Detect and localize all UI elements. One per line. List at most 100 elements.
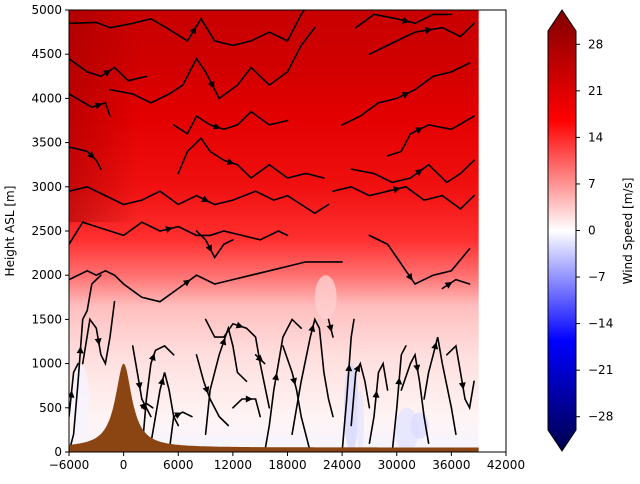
streamline-arrow bbox=[103, 69, 112, 77]
streamline bbox=[69, 10, 306, 47]
field-patches bbox=[70, 275, 429, 452]
streamline-arrow bbox=[76, 346, 84, 354]
y-tick-label: 3500 bbox=[31, 136, 62, 150]
streamline bbox=[263, 318, 302, 452]
streamline-arrow bbox=[182, 279, 191, 287]
streamline-arrow bbox=[393, 186, 401, 194]
streamline-arrow bbox=[272, 372, 280, 381]
streamline bbox=[195, 354, 230, 427]
y-tick-label: 5000 bbox=[31, 3, 62, 17]
streamline-arrow bbox=[345, 364, 353, 372]
streamline bbox=[172, 110, 289, 135]
streamline-arrow bbox=[94, 337, 102, 346]
streamline-arrow bbox=[415, 168, 423, 176]
streamline-arrow bbox=[219, 337, 227, 346]
y-tick-label: 1000 bbox=[31, 357, 62, 371]
y-axis-label: Height ASL [m] bbox=[3, 186, 17, 277]
streamline-arrow bbox=[255, 354, 264, 362]
streamline bbox=[291, 317, 334, 436]
streamline bbox=[69, 362, 79, 418]
y-tick-label: 0 bbox=[54, 445, 62, 459]
x-tick-label: 12000 bbox=[214, 458, 252, 472]
plot-area bbox=[69, 10, 479, 452]
streamline-arrow bbox=[353, 364, 360, 373]
streamline-arrow bbox=[413, 364, 421, 372]
streamline-arrow bbox=[174, 412, 182, 419]
streamline bbox=[204, 325, 248, 436]
streamline bbox=[350, 361, 371, 427]
streamline bbox=[69, 221, 289, 246]
streamline bbox=[69, 274, 102, 452]
colorbar-tick-label: 0 bbox=[588, 224, 596, 238]
streamline-arrow bbox=[395, 377, 403, 385]
streamline-arrows bbox=[69, 16, 466, 419]
streamline-arrow bbox=[402, 16, 410, 24]
colorbar-label: Wind Speed [m/s] bbox=[621, 178, 635, 285]
streamline-arrow bbox=[372, 390, 380, 398]
streamline-arrow bbox=[158, 377, 165, 386]
streamline-arrow bbox=[148, 353, 156, 361]
streamline-arrow bbox=[308, 324, 316, 332]
colorbar-tick-label: −14 bbox=[588, 317, 613, 331]
field-patch bbox=[356, 390, 364, 452]
streamline-arrow bbox=[405, 272, 413, 281]
streamline-arrow bbox=[290, 377, 297, 386]
streamline-arrow bbox=[444, 281, 453, 289]
streamline-arrow bbox=[235, 321, 244, 329]
streamline-arrow bbox=[226, 158, 235, 165]
terrain-mountain bbox=[69, 363, 479, 452]
streamline-arrow bbox=[201, 195, 210, 202]
streamline bbox=[423, 336, 457, 436]
colorbar-tick-label: −7 bbox=[588, 270, 606, 284]
x-tick-label: 18000 bbox=[268, 458, 306, 472]
streamline-arrow bbox=[189, 26, 197, 35]
y-tick-label: 4000 bbox=[31, 91, 62, 105]
streamline-arrow bbox=[202, 386, 210, 394]
streamline-arrow bbox=[212, 122, 221, 130]
y-tick-label: 1500 bbox=[31, 312, 62, 326]
colorbar-tick-label: −28 bbox=[588, 410, 613, 424]
y-tick-label: 2000 bbox=[31, 268, 62, 282]
colorbar: −28 −21 −14 −7 0 7 14 21 28 Wind Speed [m/s] bbox=[547, 9, 635, 452]
y-tick-label: 2500 bbox=[31, 224, 62, 238]
streamline bbox=[332, 185, 475, 210]
streamline-arrow bbox=[94, 102, 103, 110]
streamline bbox=[81, 300, 116, 367]
streamline-arrow bbox=[207, 80, 215, 89]
colorbar-tick-label: 14 bbox=[588, 130, 603, 144]
upper-left-shading bbox=[69, 10, 139, 223]
colorbar-tick-label: 21 bbox=[588, 84, 603, 98]
x-tick-label: −6000 bbox=[49, 458, 90, 472]
x-axis-ticks: −6000 0 6000 12000 18000 24000 30000 36000 42000 bbox=[49, 452, 525, 472]
streamline-arrow bbox=[135, 382, 143, 390]
streamline bbox=[368, 361, 389, 444]
streamline-arrow bbox=[415, 127, 424, 134]
colorbar-tick-label: 7 bbox=[588, 177, 596, 191]
streamline bbox=[177, 136, 325, 180]
streamline bbox=[282, 345, 312, 452]
streamline-arrow bbox=[425, 26, 433, 34]
streamline-arrow bbox=[139, 402, 147, 411]
y-tick-label: 500 bbox=[39, 401, 62, 415]
streamline-arrow bbox=[165, 226, 173, 233]
field-patch bbox=[314, 275, 337, 320]
y-tick-label: 4500 bbox=[31, 47, 62, 61]
colorbar-tick-label: −21 bbox=[588, 363, 613, 377]
streamline-arrow bbox=[458, 382, 466, 390]
streamline-arrow bbox=[245, 395, 253, 403]
x-tick-label: 6000 bbox=[163, 458, 194, 472]
streamline-arrow bbox=[326, 324, 334, 333]
colorbar-body bbox=[547, 9, 577, 452]
x-tick-label: 36000 bbox=[432, 458, 470, 472]
x-tick-label: 42000 bbox=[487, 458, 525, 472]
colorbar-tick-label: 28 bbox=[588, 37, 603, 51]
y-axis-ticks: 0 500 1000 1500 2000 2500 3000 3500 4000 4500 5000 bbox=[31, 3, 69, 459]
streamline-arrow bbox=[87, 151, 95, 159]
colorbar-ticks: −28 −21 −14 −7 0 7 14 21 28 bbox=[576, 37, 613, 424]
streamline-arrow bbox=[401, 92, 410, 99]
streamline bbox=[195, 230, 234, 260]
x-tick-label: 24000 bbox=[323, 458, 361, 472]
y-tick-label: 3000 bbox=[31, 180, 62, 194]
x-tick-label: 0 bbox=[120, 458, 128, 472]
